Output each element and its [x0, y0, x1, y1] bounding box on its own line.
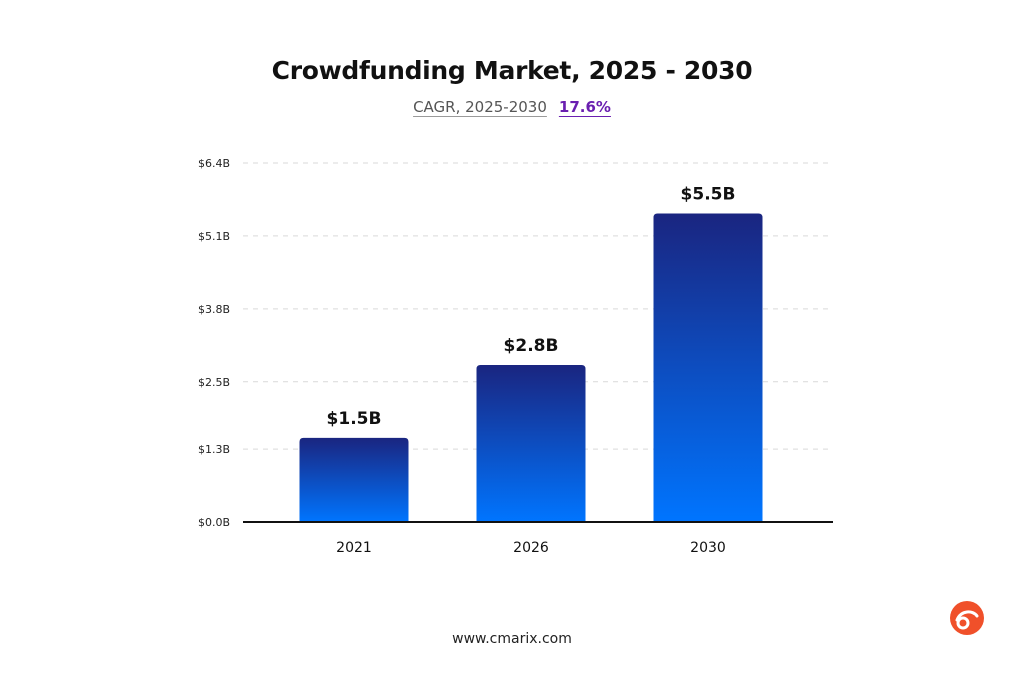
data-labels: $1.5B $2.8B $5.5B — [327, 184, 736, 428]
bar-2026 — [476, 364, 586, 522]
y-tick-label: $1.3B — [198, 443, 230, 456]
footer-url: www.cmarix.com — [452, 631, 572, 647]
bar-2021 — [299, 437, 409, 522]
bar-2030 — [653, 213, 763, 522]
chart-subtitle: CAGR, 2025-2030 17.6% — [0, 98, 1024, 116]
x-tick-label: 2026 — [513, 540, 549, 556]
x-axis-ticks: 2021 2026 2030 — [336, 540, 726, 556]
chart-title: Crowdfunding Market, 2025 - 2030 — [271, 56, 753, 85]
data-label-2026: $2.8B — [504, 336, 559, 356]
y-tick-label: $5.1B — [198, 230, 230, 243]
y-tick-label: $3.8B — [198, 303, 230, 316]
cagr-label: CAGR, 2025-2030 — [413, 98, 547, 116]
y-axis-ticks: $0.0B $1.3B $2.5B $3.8B $5.1B $6.4B — [198, 157, 230, 529]
cmarix-logo-icon — [950, 601, 984, 635]
y-tick-label: $0.0B — [198, 516, 230, 529]
y-tick-label: $6.4B — [198, 157, 230, 170]
data-label-2030: $5.5B — [681, 184, 736, 204]
x-tick-label: 2021 — [336, 540, 372, 556]
y-tick-label: $2.5B — [198, 376, 230, 389]
x-tick-label: 2030 — [690, 540, 726, 556]
data-label-2021: $1.5B — [327, 409, 382, 429]
bars — [299, 213, 763, 522]
cagr-value: 17.6% — [558, 98, 611, 116]
